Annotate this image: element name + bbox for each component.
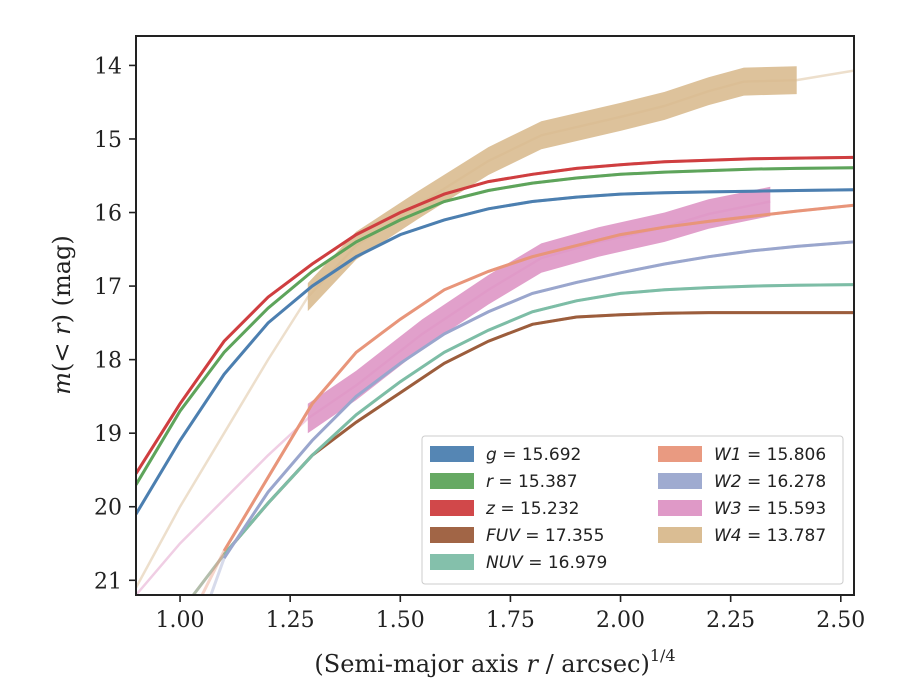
series-g-line [136, 188, 854, 515]
y-axis: 14 15 16 17 18 19 20 21 [94, 54, 136, 594]
series-layer [136, 66, 854, 595]
y-tick-label: 15 [94, 128, 122, 153]
legend-label-fuv: FUV = 17.355 [486, 526, 604, 546]
legend-swatch-w1 [658, 446, 702, 462]
legend-swatch-w2 [658, 473, 702, 489]
x-tick-label: 1.50 [376, 608, 425, 633]
y-tick-label: 16 [94, 202, 122, 227]
legend-label-w4: W4 = 13.787 [714, 526, 826, 546]
x-axis: 1.00 1.25 1.50 1.75 2.00 2.25 2.50 [156, 595, 865, 633]
series-w4-band [307, 66, 797, 312]
plot-frame [135, 35, 855, 596]
legend-swatch-z [430, 500, 474, 516]
x-axis-label: (Semi-major axis r / arcsec)1/4 [314, 646, 675, 678]
series-fuv-line [222, 311, 854, 556]
x-tick-label: 2.25 [706, 608, 755, 633]
y-tick-label: 18 [94, 349, 122, 374]
series-w3-band [307, 186, 771, 434]
legend-label-w3: W3 = 15.593 [714, 499, 826, 519]
legend-swatch-fuv [430, 527, 474, 543]
x-tick-label: 1.00 [156, 608, 205, 633]
legend-swatch-w4 [658, 527, 702, 543]
legend-swatch-r [430, 473, 474, 489]
series-z-line [136, 155, 854, 475]
x-tick-label: 1.75 [486, 608, 535, 633]
x-tick-label: 2.00 [596, 608, 645, 633]
y-tick-label: 20 [94, 496, 122, 521]
legend-label-w2: W2 = 16.278 [714, 472, 826, 492]
legend-label-r: r = 15.387 [486, 472, 578, 492]
x-tick-label: 2.50 [816, 608, 865, 633]
legend-label-z: z = 15.232 [485, 499, 579, 519]
y-tick-label: 21 [94, 569, 122, 594]
y-tick-label: 19 [94, 422, 122, 447]
y-axis-label: m(< r) (mag) [48, 235, 76, 395]
series-r-line [136, 166, 854, 486]
y-tick-label: 17 [94, 275, 122, 300]
legend: g = 15.692 r = 15.387 z = 15.232 FUV = 17.3… [421, 435, 844, 585]
legend-swatch-nuv [430, 554, 474, 570]
legend-label-nuv: NUV = 16.979 [486, 553, 607, 573]
legend-label-g: g = 15.692 [486, 445, 581, 465]
legend-swatch-g [430, 446, 474, 462]
y-tick-label: 14 [94, 54, 122, 79]
series-nuv-line [222, 283, 854, 556]
legend-swatch-w3 [658, 500, 702, 516]
legend-frame [421, 435, 844, 585]
series-w1-line [222, 203, 854, 552]
x-tick-label: 1.25 [266, 608, 315, 633]
legend-label-w1: W1 = 15.806 [714, 445, 826, 465]
series-w2-line [222, 240, 854, 560]
